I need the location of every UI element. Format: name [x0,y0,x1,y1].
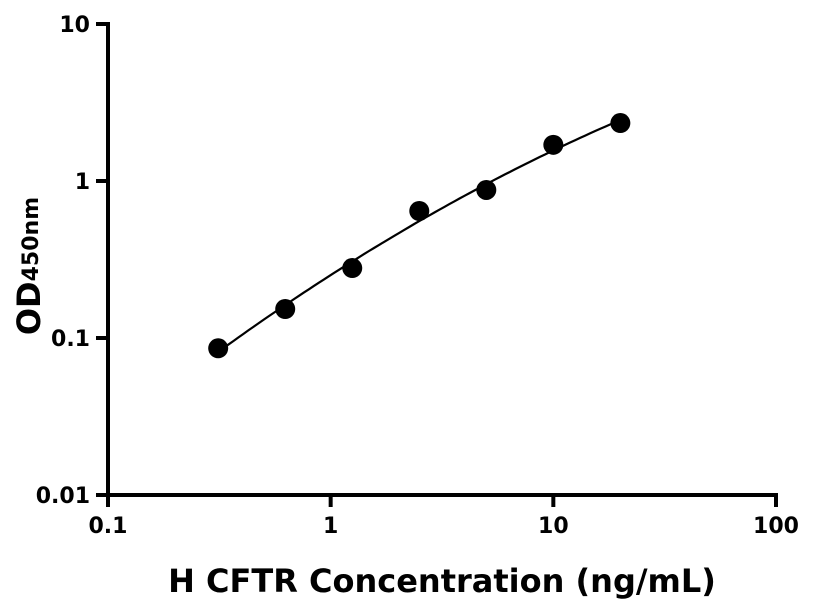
data-points [208,113,631,359]
x-tick-label: 10 [538,514,569,539]
x-tick-label: 100 [753,514,799,539]
y-tick-label: 10 [59,13,90,38]
data-point [409,201,430,222]
ticks: 0.1 1 10 100 0.01 0.1 1 10 [36,13,799,539]
fit-curve [217,118,621,353]
y-axis-label: OD450nm [10,197,48,335]
data-point [610,113,631,134]
y-axis-label-sub: 450nm [19,197,44,282]
x-tick-label: 0.1 [89,514,128,539]
data-point [543,134,564,155]
y-tick-label: 0.1 [51,327,90,352]
y-axis-label-main: OD [10,281,48,335]
data-point [476,179,497,200]
y-tick-label: 1 [75,170,90,195]
data-point [342,258,363,279]
y-tick-label: 0.01 [36,484,90,509]
data-point [208,338,229,359]
axes [106,22,778,497]
x-tick-label: 1 [323,514,338,539]
data-point [275,299,296,320]
x-axis-label: H CFTR Concentration (ng/mL) [168,562,716,600]
